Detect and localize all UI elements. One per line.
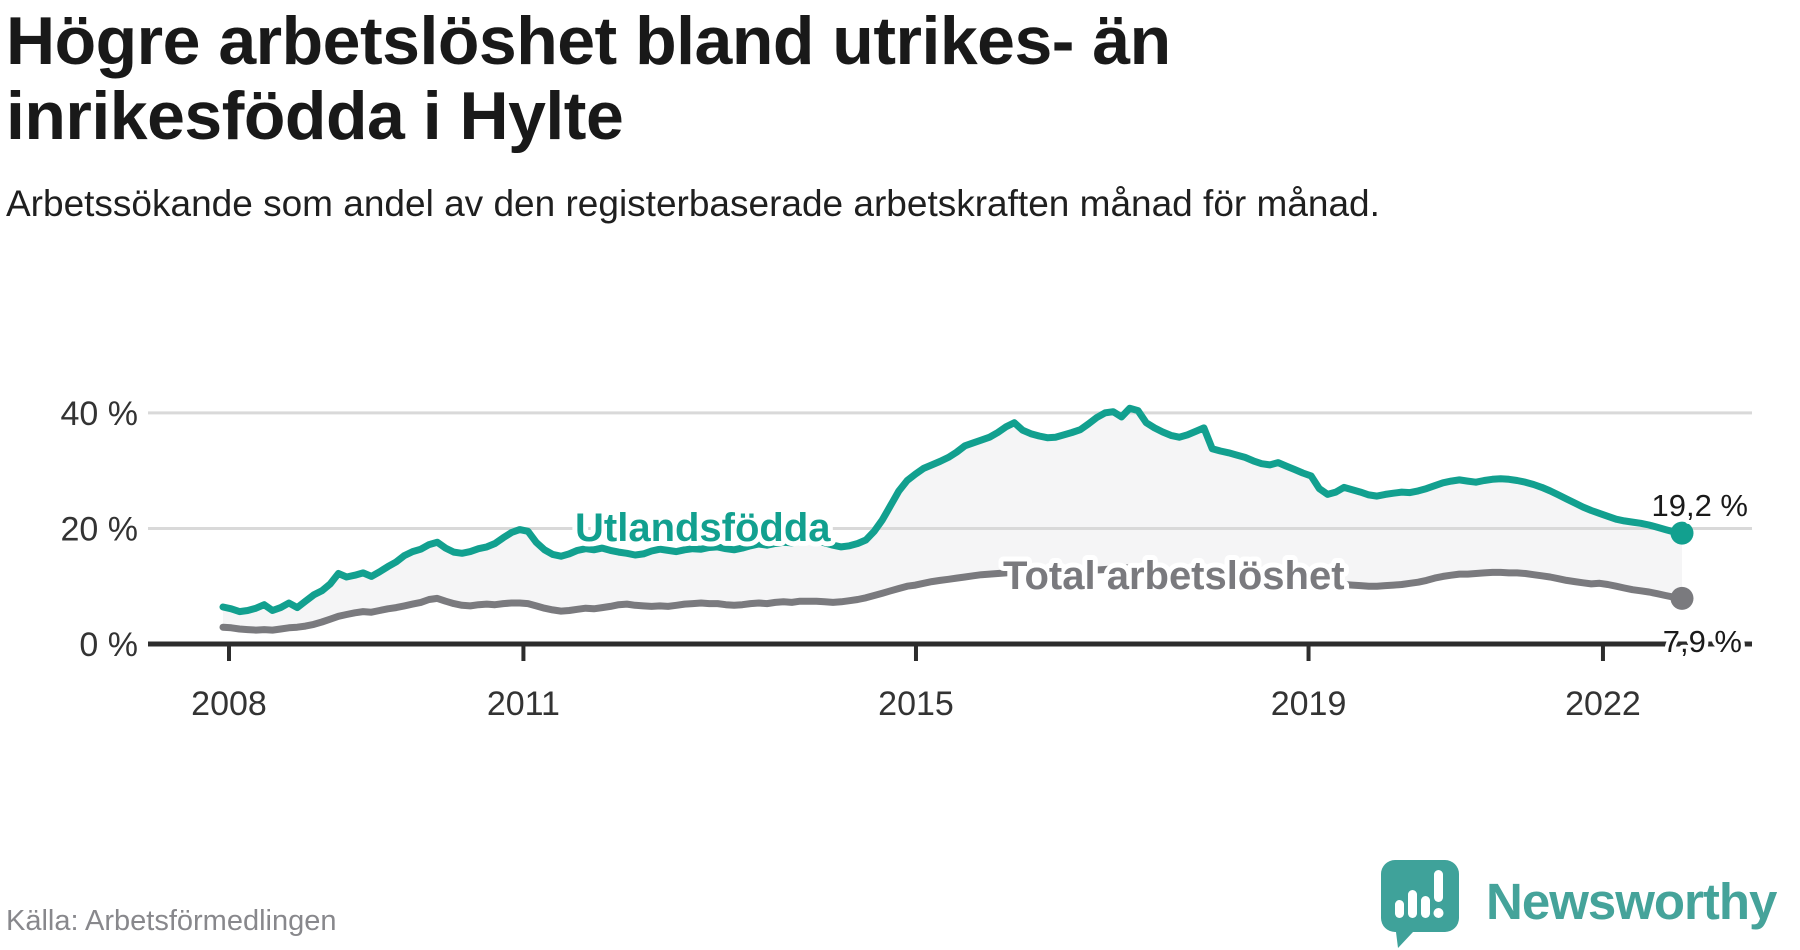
x-tick-label-2022: 2022 [1565, 685, 1641, 723]
bar-2 [1408, 890, 1417, 918]
speech-bubble-shape [1381, 860, 1459, 948]
series-label-total: Total arbetslöshet [1003, 554, 1345, 598]
page-subtitle: Arbetssökande som andel av den registerb… [6, 183, 1380, 224]
x-tick-label-2015: 2015 [878, 685, 954, 723]
bar-1 [1395, 900, 1404, 918]
x-tick-label-2008: 2008 [191, 685, 267, 723]
page-title: Högre arbetslöshet bland utrikes- än inr… [6, 3, 1171, 154]
newsworthy-logo-icon [1381, 860, 1459, 948]
end-dot-utlandsfodda [1670, 521, 1694, 545]
x-tick-label-2011: 2011 [487, 685, 560, 723]
bar-3 [1421, 896, 1430, 918]
source-note: Källa: Arbetsförmedlingen [6, 905, 337, 937]
exclamation-dot [1433, 908, 1444, 918]
exclamation-stem [1434, 870, 1443, 902]
end-value-label-utlandsfodda: 19,2 % [1651, 488, 1748, 523]
newsworthy-logo-text: Newsworthy [1486, 873, 1777, 930]
y-tick-label-20: 20 % [61, 510, 139, 548]
y-tick-label-40: 40 % [61, 395, 139, 433]
newsworthy-logo: Newsworthy [1378, 858, 1777, 950]
y-tick-label-0: 0 % [79, 626, 138, 664]
band-fill-between-series [223, 408, 1682, 631]
series-label-utlandsfodda: Utlandsfödda [575, 506, 831, 550]
end-dot-total [1670, 586, 1694, 610]
series-line-utlandsfodda [219, 404, 1686, 616]
x-tick-label-2019: 2019 [1271, 685, 1347, 723]
end-value-label-total: 7,9 % [1663, 624, 1742, 659]
series-line-total [219, 564, 1686, 634]
